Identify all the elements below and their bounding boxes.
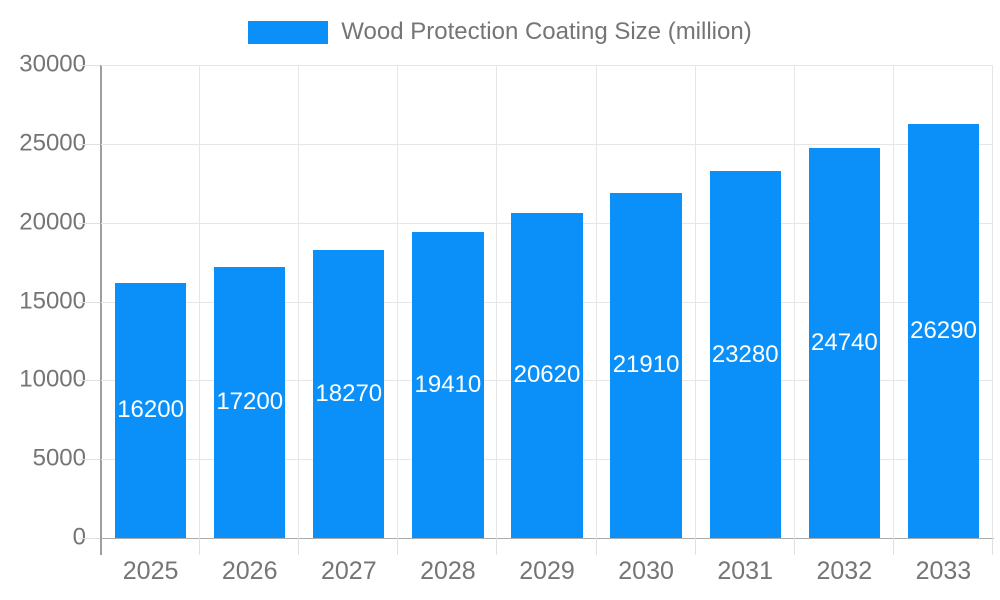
- x-axis-tick: [992, 538, 993, 555]
- x-axis-tick-label: 2025: [122, 557, 179, 585]
- x-axis-tick-label: 2029: [519, 557, 575, 585]
- x-axis-tick: [793, 538, 795, 555]
- y-axis-tick: [79, 222, 100, 224]
- bar-value-label: 19410: [414, 371, 482, 398]
- bar-value-label: 26290: [910, 316, 977, 344]
- x-axis-tick-label: 2031: [717, 557, 773, 585]
- x-axis-line: [100, 538, 994, 539]
- bar-2031[interactable]: 23280: [709, 171, 781, 538]
- bar-value-label: 16200: [117, 396, 184, 424]
- bar-value-label: 18270: [315, 379, 383, 407]
- gridline-vertical: [694, 65, 696, 538]
- x-axis-tick: [496, 538, 498, 555]
- bar-value-label: 24740: [811, 328, 878, 356]
- bar-2029[interactable]: 20620: [511, 212, 583, 538]
- y-axis-tick: [79, 459, 100, 461]
- x-axis-tick-label: 2033: [915, 557, 972, 585]
- legend-swatch: [248, 20, 329, 44]
- legend-label: Wood Protection Coating Size (million): [341, 18, 752, 45]
- x-axis-tick: [298, 538, 300, 555]
- bar-2033[interactable]: 26290: [907, 123, 980, 538]
- bar-2026[interactable]: 17200: [214, 266, 286, 538]
- gridline-vertical: [298, 65, 300, 538]
- x-axis-tick: [595, 538, 597, 555]
- y-axis-tick-label: 10000: [19, 365, 86, 393]
- x-axis-tick: [397, 538, 399, 555]
- y-axis-tick-label: 0: [72, 523, 86, 551]
- bar-2027[interactable]: 18270: [313, 249, 385, 538]
- bar-2025[interactable]: 16200: [114, 282, 187, 538]
- bar-value-label: 20620: [513, 361, 581, 389]
- gridline-vertical: [199, 65, 201, 538]
- y-axis-tick-label: 30000: [19, 50, 86, 78]
- bar-2028[interactable]: 19410: [412, 232, 484, 538]
- y-axis-tick: [79, 538, 100, 539]
- x-axis-tick-label: 2030: [618, 557, 674, 585]
- y-axis-tick-label: 25000: [19, 129, 86, 157]
- y-axis-tick: [79, 143, 100, 145]
- y-axis-tick: [79, 65, 100, 66]
- gridline-vertical: [496, 65, 498, 538]
- x-axis-tick: [199, 538, 201, 555]
- gridline-vertical: [397, 65, 399, 538]
- y-axis-tick-label: 15000: [19, 286, 86, 314]
- x-axis-tick-label: 2026: [221, 557, 278, 585]
- bar-2032[interactable]: 24740: [808, 147, 881, 538]
- plot-area: 16200 17200 18270 19410 20620 21910 23280 24740…: [101, 65, 993, 538]
- gridline-vertical: [992, 65, 993, 538]
- gridline-vertical: [793, 65, 795, 538]
- gridline-horizontal: [101, 65, 993, 66]
- x-axis-tick-label: 2028: [420, 557, 476, 585]
- bar-2030[interactable]: 21910: [610, 192, 682, 538]
- x-axis-tick-label: 2032: [816, 557, 873, 585]
- legend: Wood Protection Coating Size (million): [0, 19, 1000, 45]
- x-axis-tick: [694, 538, 696, 555]
- y-axis-tick-label: 20000: [19, 208, 86, 236]
- y-axis-tick: [79, 301, 100, 303]
- bar-value-label: 21910: [612, 351, 680, 379]
- bar-value-label: 17200: [216, 388, 284, 416]
- y-axis-tick-label: 5000: [32, 444, 86, 472]
- x-axis-tick: [100, 538, 101, 555]
- x-axis-tick-label: 2027: [320, 557, 377, 585]
- bar-value-label: 23280: [711, 340, 779, 368]
- x-axis-tick: [892, 538, 894, 555]
- gridline-vertical: [595, 65, 597, 538]
- gridline-vertical: [892, 65, 894, 538]
- y-axis-tick: [79, 380, 100, 382]
- gridline-horizontal: [101, 143, 993, 145]
- y-axis-line: [100, 65, 102, 555]
